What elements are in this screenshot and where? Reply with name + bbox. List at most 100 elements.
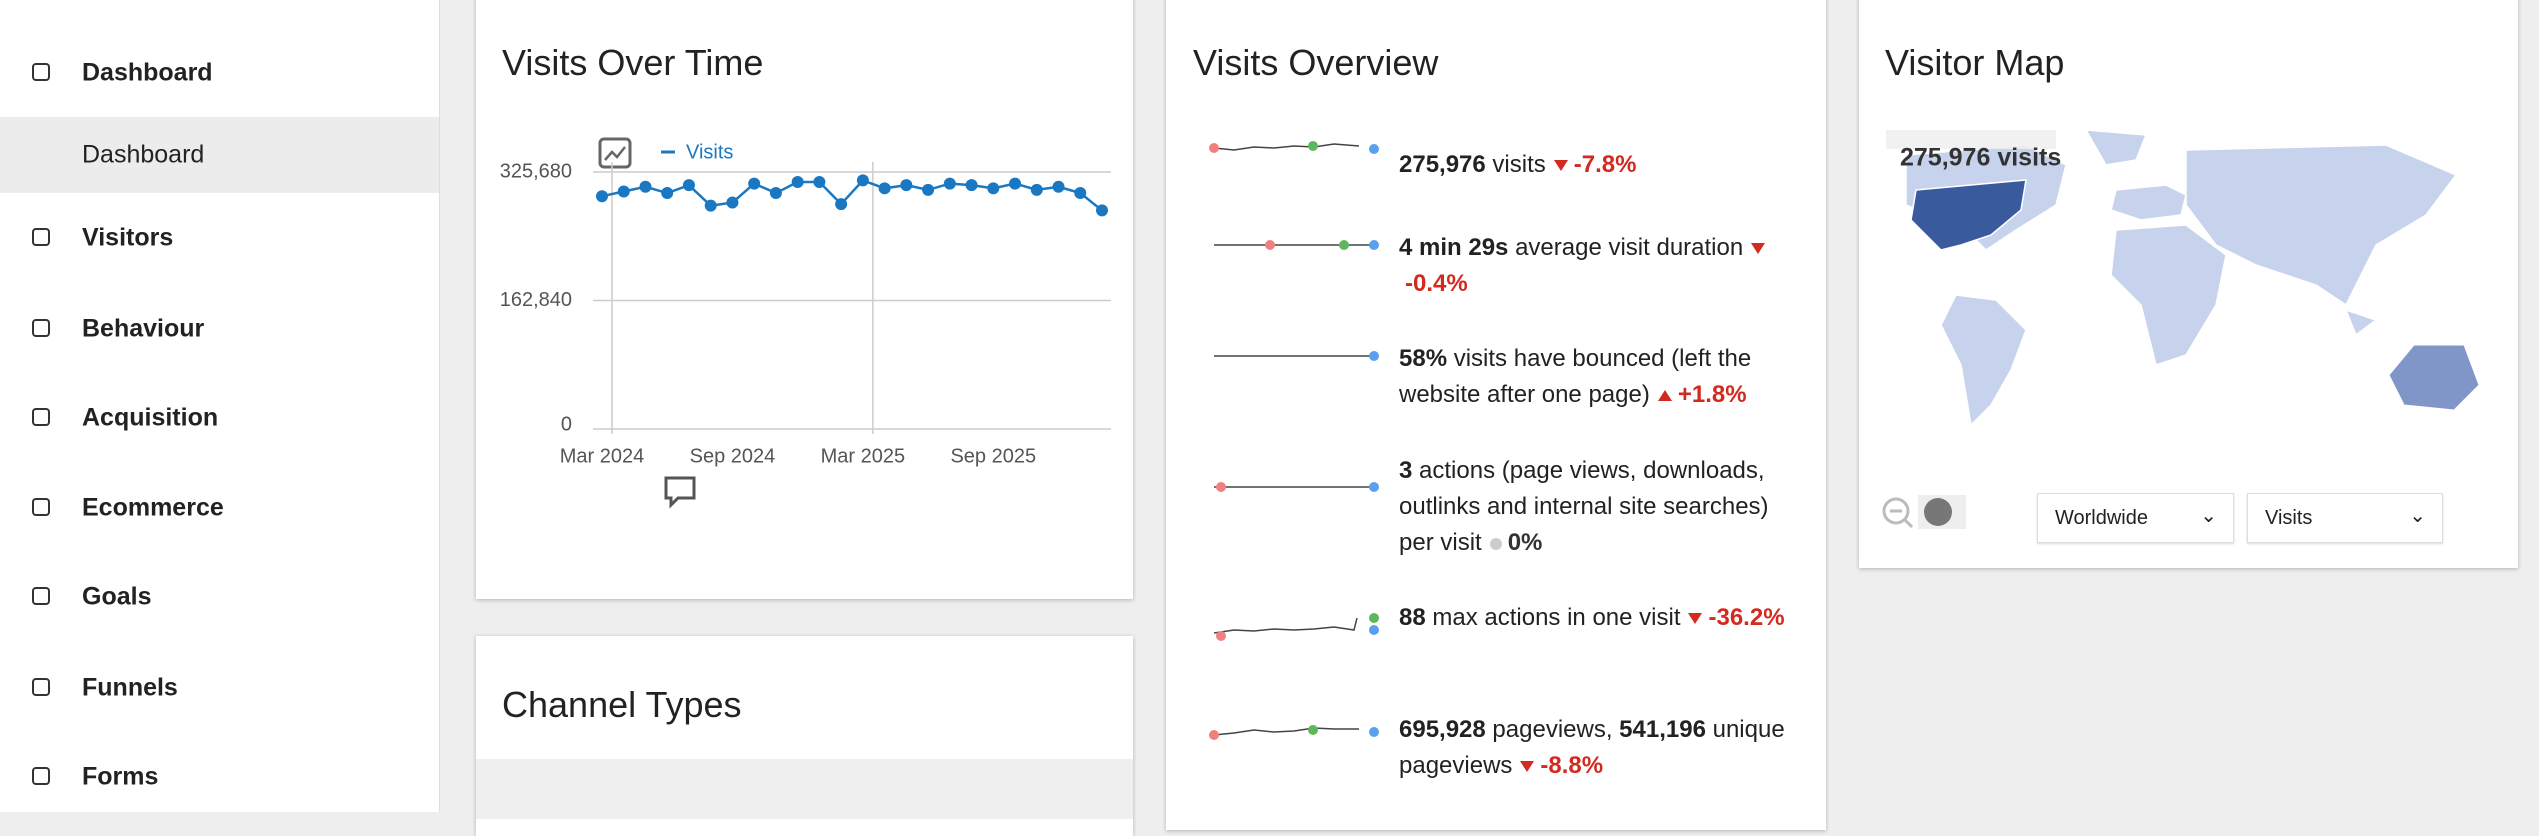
metric-value: 541,196 bbox=[1619, 716, 1706, 743]
menu-section[interactable]: Dashboard bbox=[82, 58, 213, 87]
widget bbox=[476, 0, 1133, 599]
region-select[interactable]: Worldwide ⌄ bbox=[2037, 493, 2234, 543]
data-point bbox=[726, 196, 739, 209]
data-point bbox=[987, 182, 1000, 195]
y-tick-label: 0 bbox=[561, 413, 572, 435]
data-point bbox=[965, 179, 978, 192]
trend-icon bbox=[1520, 761, 1535, 773]
menu-icon bbox=[32, 767, 50, 785]
metric-text: visits bbox=[1485, 151, 1546, 178]
select-value: Worldwide bbox=[2055, 507, 2148, 529]
submenu-item[interactable]: Dashboard bbox=[0, 117, 439, 193]
series-line bbox=[601, 178, 1103, 212]
legend-label: Visits bbox=[686, 141, 733, 163]
data-point bbox=[639, 180, 652, 193]
metric-value: 58% bbox=[1399, 345, 1448, 372]
data-point bbox=[1052, 180, 1065, 193]
annotation-icon[interactable] bbox=[664, 476, 696, 509]
metric-text: max actions in one visit bbox=[1425, 604, 1681, 631]
widget-title: Channel Types bbox=[502, 684, 742, 725]
overview-item: 58% visits have bounced (left the websit… bbox=[1399, 341, 1809, 413]
x-tick-label: Sep 2025 bbox=[950, 445, 1036, 467]
world-button[interactable] bbox=[1924, 498, 1952, 526]
menu-section[interactable]: Forms bbox=[82, 762, 159, 791]
select-value: Visits bbox=[2265, 507, 2313, 529]
overview-item: 3 actions (page views, downloads, outlin… bbox=[1399, 453, 1809, 561]
data-point bbox=[835, 198, 848, 211]
y-tick-label: 325,680 bbox=[500, 160, 572, 182]
menu-icon bbox=[32, 678, 50, 696]
overview-item: 695,928 pageviews, 541,196 unique pagevi… bbox=[1399, 712, 1809, 784]
menu-section[interactable]: Behaviour bbox=[82, 314, 205, 343]
menu-section[interactable]: Visitors bbox=[82, 223, 174, 252]
trend-icon bbox=[1688, 613, 1703, 625]
menu-icon bbox=[32, 408, 50, 426]
map-total: 275,976 visits bbox=[1900, 143, 2062, 172]
data-point bbox=[943, 177, 956, 190]
metric-text: visits have bounced (left the website af… bbox=[1399, 345, 1752, 408]
map-controls bbox=[1882, 495, 1966, 529]
data-point bbox=[1074, 187, 1087, 200]
overview-item: 4 min 29s average visit duration -0.4% bbox=[1399, 230, 1809, 302]
metric-value: 695,928 bbox=[1399, 716, 1486, 743]
metric-value: 275,976 bbox=[1399, 151, 1486, 178]
x-tick-label: Mar 2025 bbox=[821, 445, 906, 467]
trend-icon bbox=[1553, 160, 1568, 172]
metric-value: 88 bbox=[1399, 604, 1426, 631]
menu-section[interactable]: Goals bbox=[82, 582, 152, 611]
data-point bbox=[856, 174, 869, 187]
data-point bbox=[769, 187, 782, 200]
metric-value: 3 bbox=[1399, 457, 1413, 484]
change-value: -0.4% bbox=[1405, 270, 1468, 297]
data-point bbox=[878, 182, 891, 195]
menu-icon bbox=[32, 319, 50, 337]
overview-item: 275,976 visits -7.8% bbox=[1399, 147, 1809, 183]
widget-title: Visits Overview bbox=[1193, 42, 1439, 83]
zoom-out[interactable] bbox=[1882, 497, 1910, 525]
data-point bbox=[682, 179, 695, 192]
world-map bbox=[1886, 130, 2480, 427]
data-point bbox=[813, 176, 826, 189]
menu-icon bbox=[32, 587, 50, 605]
change-value: -8.8% bbox=[1540, 752, 1604, 779]
sparklines bbox=[1209, 141, 1379, 740]
menu-section[interactable]: Acquisition bbox=[82, 403, 219, 432]
table-header bbox=[476, 759, 1133, 819]
metric-text: unique pageviews bbox=[1399, 716, 1785, 779]
menu-icon bbox=[32, 63, 50, 81]
data-point bbox=[596, 190, 608, 203]
x-tick-label: Sep 2024 bbox=[690, 445, 776, 467]
data-point bbox=[704, 199, 717, 212]
data-point bbox=[1009, 177, 1022, 190]
change-value: 0% bbox=[1507, 529, 1543, 556]
change-value: -7.8% bbox=[1573, 151, 1637, 178]
menu-icon bbox=[32, 228, 50, 246]
x-tick-label: Mar 2024 bbox=[560, 445, 645, 467]
metric-value: 4 min 29s bbox=[1399, 234, 1509, 261]
sidebar: Dashboard Dashboard Visitors Behaviour Acqui… bbox=[0, 0, 440, 812]
metric-text: average visit duration bbox=[1508, 234, 1744, 261]
change-value: -36.2% bbox=[1708, 604, 1785, 631]
menu-icon bbox=[32, 498, 50, 516]
data-point bbox=[1096, 204, 1108, 217]
widget-title: Visitor Map bbox=[1885, 42, 2065, 83]
metric-select[interactable]: Visits ⌄ bbox=[2247, 493, 2443, 543]
menu-section[interactable]: Ecommerce bbox=[82, 493, 224, 522]
data-point bbox=[791, 176, 804, 189]
icon bbox=[604, 146, 626, 161]
data-point bbox=[617, 185, 630, 198]
data-point bbox=[1030, 183, 1043, 196]
trend-icon bbox=[1751, 243, 1766, 255]
overview-item: 88 max actions in one visit -36.2% bbox=[1399, 600, 1809, 636]
trend-icon bbox=[1489, 537, 1502, 550]
menu-section[interactable]: Funnels bbox=[82, 673, 178, 702]
trend-icon bbox=[1657, 390, 1672, 402]
metric-text: actions (page views, downloads, outlinks… bbox=[1399, 457, 1769, 556]
widget-title: Visits Over Time bbox=[502, 42, 764, 83]
change-value: +1.8% bbox=[1677, 381, 1747, 408]
chart: 0 162,840 325,680 Mar 2024 Sep 2024 Mar 2025 S… bbox=[500, 137, 1111, 509]
submenu-label: Dashboard bbox=[82, 140, 205, 169]
data-point bbox=[922, 183, 935, 196]
data-point bbox=[748, 177, 761, 190]
chart-type-icon[interactable] bbox=[598, 137, 632, 169]
